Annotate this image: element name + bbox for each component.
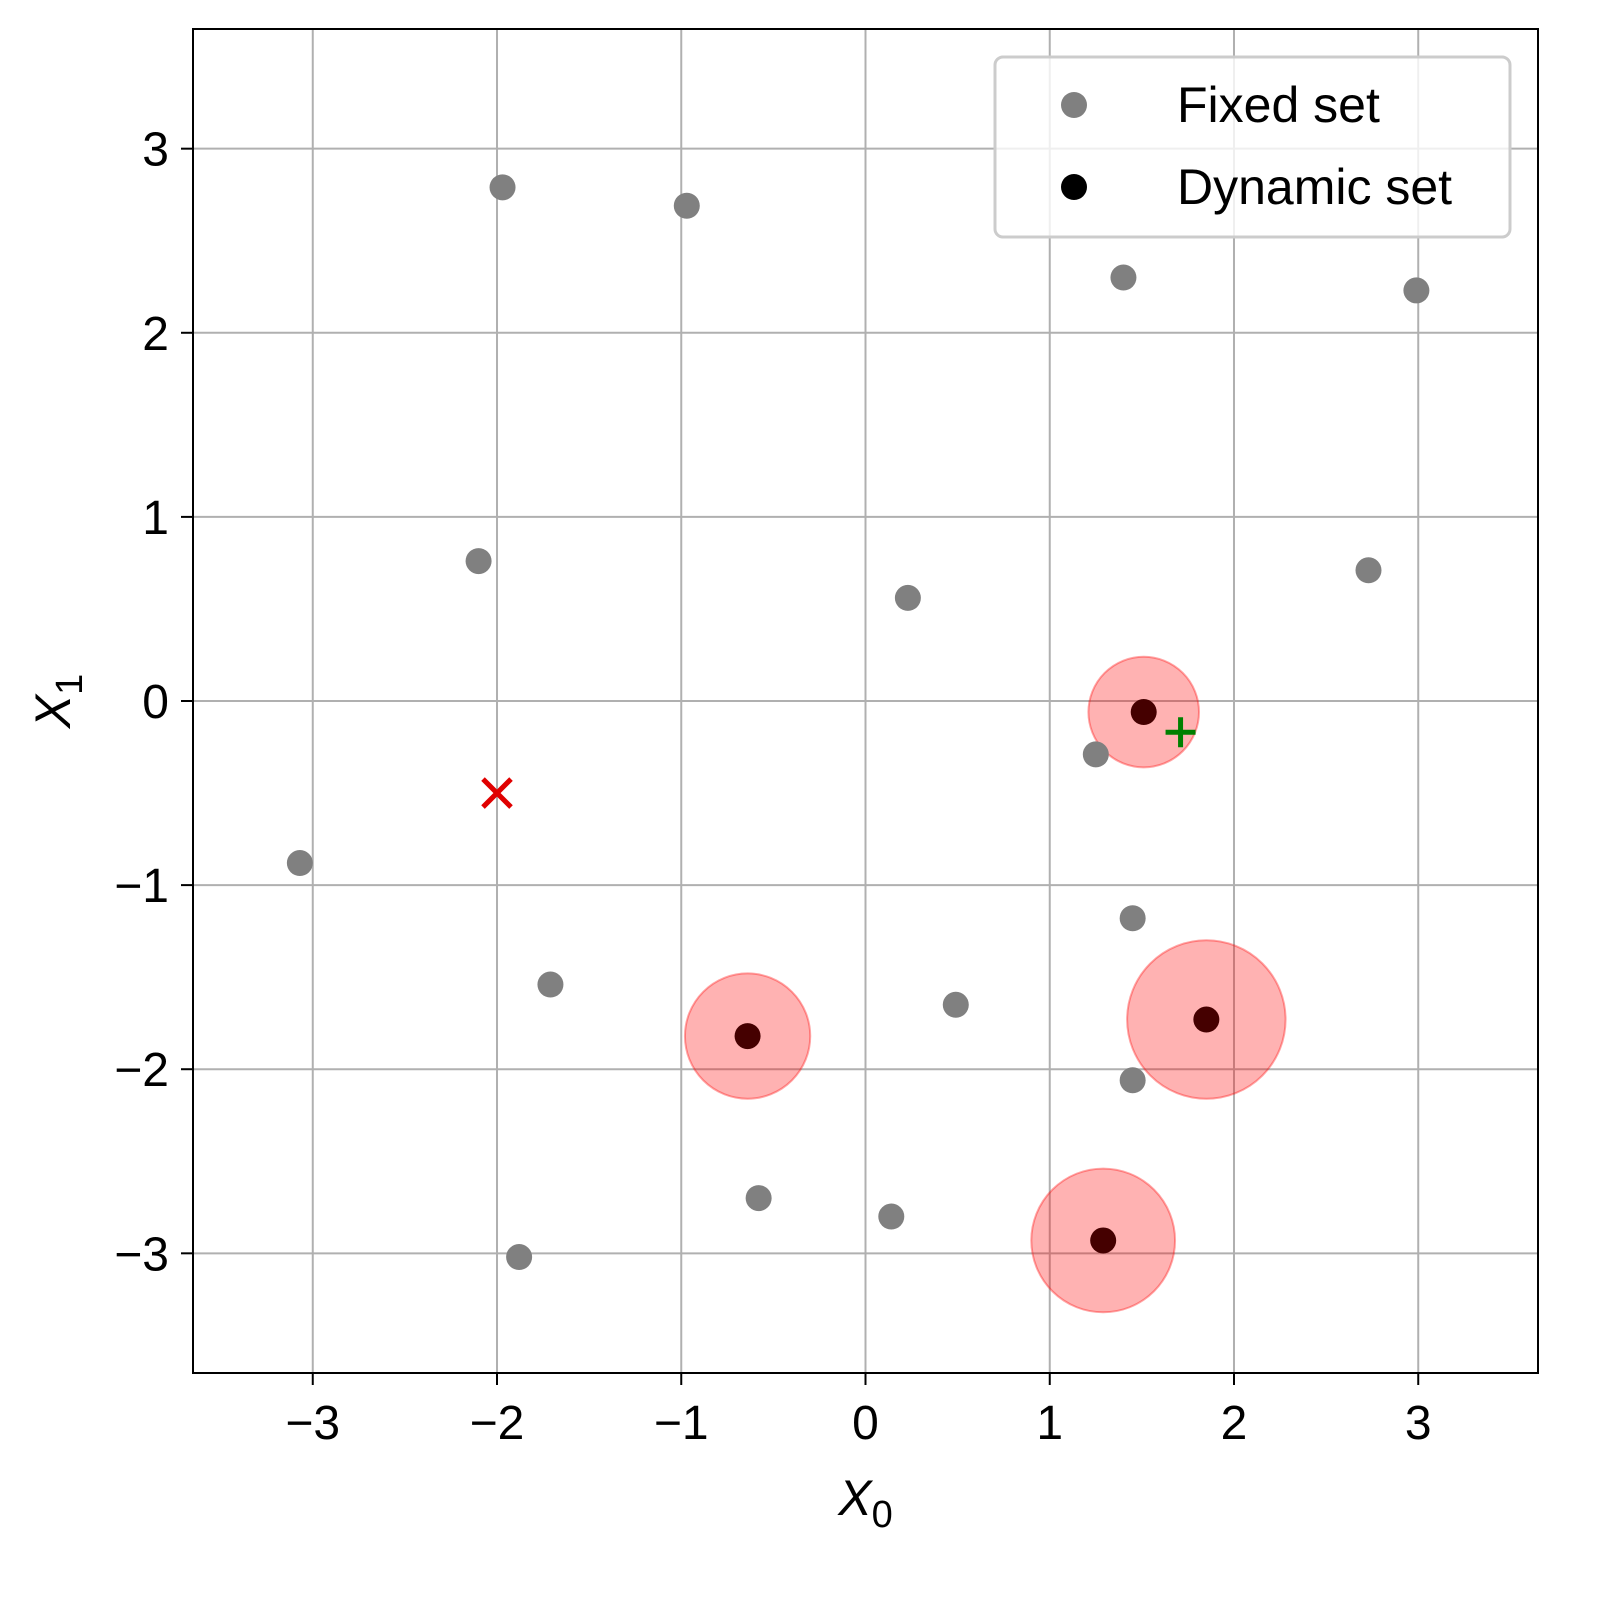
fixed-point xyxy=(537,971,564,998)
fixed-point xyxy=(489,174,516,201)
legend-marker-dynamic xyxy=(1061,174,1087,200)
x-tick-label: 0 xyxy=(852,1397,879,1450)
fixed-point xyxy=(286,850,313,877)
x-tick-label: 3 xyxy=(1405,1397,1432,1450)
fixed-point xyxy=(1082,741,1109,768)
dynamic-point xyxy=(1193,1006,1220,1033)
data-points xyxy=(286,174,1430,1271)
y-tick-label: −3 xyxy=(114,1228,169,1281)
x-tick-label: 2 xyxy=(1221,1397,1248,1450)
y-tick-label: 0 xyxy=(142,676,169,729)
x-axis-label: X0 xyxy=(837,1470,893,1536)
fixed-point xyxy=(1119,1067,1146,1094)
fixed-point xyxy=(1355,557,1382,584)
fixed-point xyxy=(745,1185,772,1212)
fixed-point xyxy=(894,584,921,611)
x-tick-label: −3 xyxy=(285,1397,340,1450)
fixed-point xyxy=(465,548,492,575)
fixed-point xyxy=(1110,264,1137,291)
x-marker xyxy=(481,777,513,809)
dynamic-point xyxy=(734,1023,761,1050)
fixed-point xyxy=(673,192,700,219)
axis-ticks: −3 −2 −1 0 1 2 3 −3 −2 −1 0 1 2 3 xyxy=(114,124,1431,1450)
fixed-point xyxy=(1403,277,1430,304)
plus-marker xyxy=(1165,717,1196,748)
legend-label-dynamic: Dynamic set xyxy=(1177,159,1452,215)
x-tick-label: −2 xyxy=(470,1397,525,1450)
y-axis-label: X1 xyxy=(25,674,91,730)
x-tick-label: −1 xyxy=(654,1397,709,1450)
special-markers xyxy=(481,717,1196,809)
legend-label-fixed: Fixed set xyxy=(1177,77,1380,133)
y-tick-label: 3 xyxy=(142,124,169,177)
y-tick-label: 2 xyxy=(142,308,169,361)
y-tick-label: −1 xyxy=(114,860,169,913)
legend: Fixed set Dynamic set xyxy=(993,55,1512,239)
fixed-point xyxy=(1119,905,1146,932)
y-tick-label: −2 xyxy=(114,1044,169,1097)
fixed-point xyxy=(878,1203,905,1230)
y-tick-label: 1 xyxy=(142,492,169,545)
fixed-point xyxy=(942,991,969,1018)
x-tick-label: 1 xyxy=(1036,1397,1063,1450)
legend-box xyxy=(993,55,1512,239)
legend-marker-fixed xyxy=(1061,92,1087,118)
dynamic-point xyxy=(1130,699,1157,726)
fixed-point xyxy=(506,1244,533,1271)
dynamic-point xyxy=(1090,1227,1117,1254)
